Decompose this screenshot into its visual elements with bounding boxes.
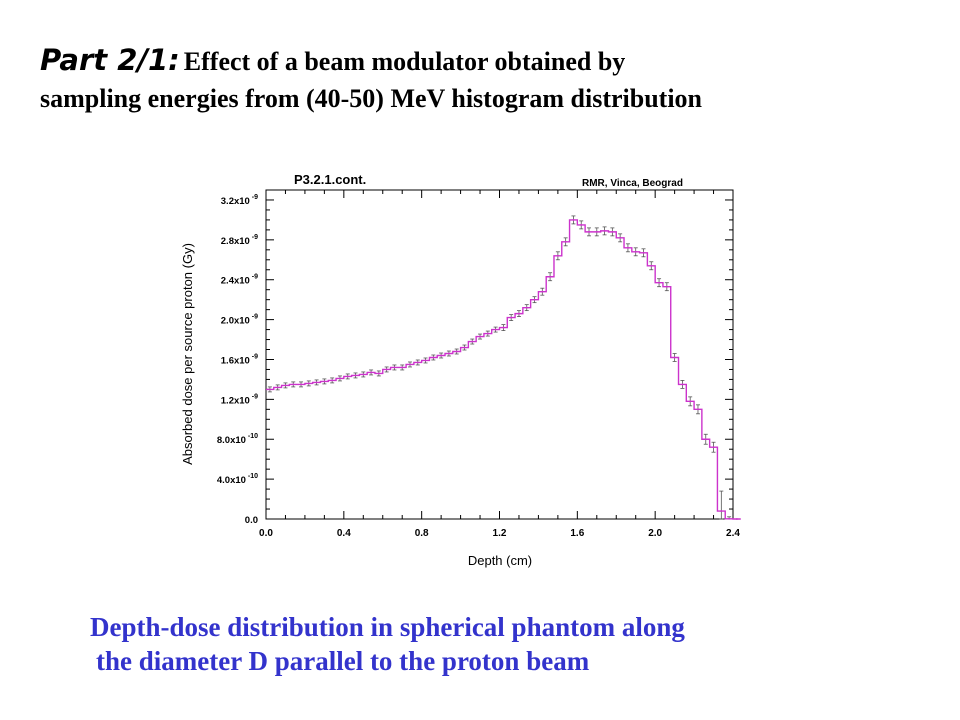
data-point bbox=[370, 371, 372, 374]
data-point bbox=[619, 236, 622, 239]
data-point bbox=[385, 368, 388, 371]
data-point bbox=[697, 408, 699, 411]
y-tick-label: 2.0x10 -9 bbox=[221, 314, 258, 327]
x-tick-label: 0.4 bbox=[337, 528, 351, 539]
data-point bbox=[315, 381, 318, 384]
data-point bbox=[588, 230, 590, 233]
data-point bbox=[307, 382, 310, 385]
data-point bbox=[401, 366, 404, 369]
y-tick-label: 2.8x10 -9 bbox=[221, 234, 258, 247]
data-point bbox=[276, 386, 279, 389]
data-point bbox=[346, 375, 349, 378]
data-point bbox=[518, 312, 520, 315]
x-axis-label: Depth (cm) bbox=[468, 553, 532, 568]
data-point bbox=[556, 254, 559, 257]
data-point bbox=[424, 359, 427, 362]
x-tick-label: 1.2 bbox=[493, 528, 507, 539]
data-point bbox=[292, 383, 295, 386]
slide-title: Part 2/1: Effect of a beam modulator obt… bbox=[40, 38, 940, 114]
data-point bbox=[393, 366, 396, 369]
data-point bbox=[634, 250, 637, 253]
data-point bbox=[681, 383, 684, 386]
data-point bbox=[494, 328, 497, 331]
data-point bbox=[377, 372, 380, 375]
data-point bbox=[673, 356, 676, 359]
title-rest: Effect of a beam modulator obtained by bbox=[183, 47, 626, 76]
data-point bbox=[362, 373, 365, 376]
y-tick-label: 0.0 bbox=[245, 515, 258, 526]
data-point bbox=[533, 298, 536, 301]
data-point bbox=[658, 281, 660, 284]
data-point bbox=[471, 340, 474, 343]
chart-title: P3.2.1.cont. bbox=[294, 172, 366, 187]
data-point bbox=[627, 246, 629, 249]
data-point bbox=[268, 388, 271, 391]
data-point bbox=[603, 229, 606, 232]
data-point bbox=[525, 306, 528, 309]
data-point bbox=[728, 517, 731, 520]
title-line2: sampling energies from (40-50) MeV histo… bbox=[40, 84, 702, 113]
data-point bbox=[665, 285, 668, 288]
data-point bbox=[409, 363, 411, 366]
y-tick-label: 4.0x10 -10 bbox=[217, 473, 258, 486]
data-point bbox=[479, 335, 481, 338]
data-point bbox=[642, 251, 645, 254]
data-point bbox=[650, 264, 653, 267]
data-point bbox=[300, 383, 302, 386]
y-tick-label: 1.2x10 -9 bbox=[221, 393, 258, 406]
data-point bbox=[323, 380, 326, 383]
caption-line2: the diameter D parallel to the proton be… bbox=[96, 646, 590, 676]
data-point bbox=[486, 332, 489, 335]
data-point bbox=[284, 384, 287, 387]
data-point bbox=[572, 219, 575, 221]
data-point bbox=[339, 377, 341, 380]
slide-caption: Depth-dose distribution in spherical pha… bbox=[90, 610, 910, 678]
data-point bbox=[416, 361, 419, 364]
x-tick-label: 2.0 bbox=[648, 528, 662, 539]
dose-series-line bbox=[266, 219, 741, 520]
x-tick-label: 2.4 bbox=[726, 528, 740, 539]
x-tick-label: 0.0 bbox=[259, 528, 273, 539]
y-axis-label: Absorbed dose per source proton (Gy) bbox=[180, 243, 195, 465]
x-tick-label: 1.6 bbox=[570, 528, 584, 539]
data-point bbox=[455, 350, 458, 353]
caption-line1: Depth-dose distribution in spherical pha… bbox=[90, 612, 685, 642]
data-point bbox=[735, 518, 738, 520]
chart-annotation: RMR, Vinca, Beograd bbox=[582, 178, 683, 189]
depth-dose-chart: P3.2.1.cont. RMR, Vinca, Beograd 0.0 0.4 0… bbox=[170, 160, 770, 580]
data-point bbox=[354, 374, 357, 377]
data-point bbox=[440, 354, 443, 357]
data-point bbox=[564, 240, 567, 243]
data-point bbox=[502, 326, 505, 329]
data-point bbox=[595, 230, 598, 233]
data-point bbox=[463, 346, 466, 349]
y-tick-label: 3.2x10 -9 bbox=[221, 194, 258, 207]
data-point bbox=[432, 356, 435, 359]
y-tick-label: 1.6x10 -9 bbox=[221, 353, 258, 366]
data-point bbox=[549, 275, 551, 278]
title-lead: Part 2/1: bbox=[40, 43, 180, 77]
data-point bbox=[448, 352, 450, 355]
data-point bbox=[541, 290, 544, 293]
data-point bbox=[720, 510, 723, 512]
data-point bbox=[580, 223, 583, 226]
data-point bbox=[689, 400, 692, 403]
x-tick-label: 0.8 bbox=[415, 528, 429, 539]
data-point bbox=[712, 446, 715, 449]
data-point bbox=[704, 438, 707, 441]
y-tick-label: 2.4x10 -9 bbox=[221, 274, 258, 287]
data-point bbox=[611, 230, 614, 233]
data-point bbox=[510, 316, 513, 319]
y-tick-label: 8.0x10 -10 bbox=[217, 433, 258, 446]
data-point bbox=[331, 379, 334, 382]
